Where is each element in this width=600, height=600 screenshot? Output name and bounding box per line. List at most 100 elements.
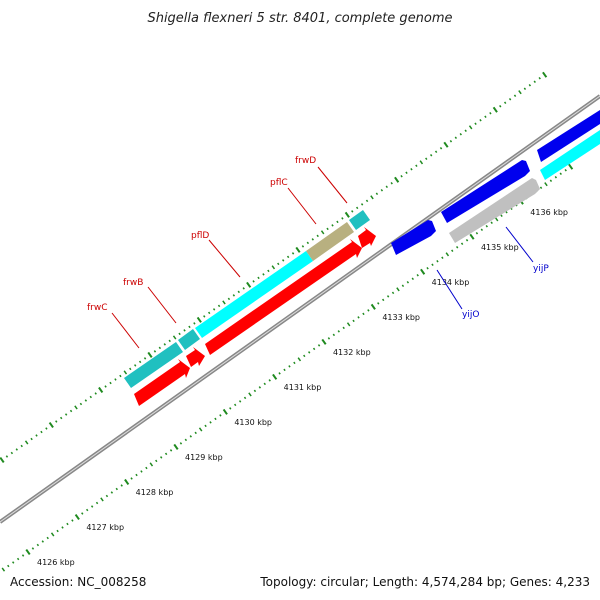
outer-track-tick	[459, 133, 462, 136]
kbp-tick-label: 4131 kbp	[284, 383, 322, 392]
pflC-gene-feature[interactable]	[306, 222, 354, 261]
outer-track-tick	[316, 234, 319, 238]
outer-track-tick	[158, 346, 162, 350]
outer-track-tick	[365, 199, 369, 203]
inner-track-tick	[475, 232, 479, 235]
inner-track-tick	[469, 233, 475, 240]
outer-track-tick	[262, 273, 265, 276]
inner-track-tick	[288, 365, 291, 368]
red-gene-feature-4[interactable]	[358, 227, 376, 248]
outer-track-tick	[212, 308, 216, 311]
yijO-label: yijO	[462, 310, 479, 320]
frwB-gene-feature[interactable]	[178, 329, 200, 350]
outer-track-tick	[405, 171, 408, 175]
kbp-tick-label: 4130 kbp	[234, 418, 272, 427]
frwC-label: frwC	[87, 303, 108, 313]
inner-track-tick	[431, 263, 434, 267]
frwD-label: frwD	[295, 156, 316, 166]
inner-track-tick	[184, 438, 188, 442]
outer-track-tick	[207, 311, 211, 315]
outer-track-tick	[188, 325, 191, 329]
outer-track-tick	[40, 430, 43, 434]
inner-track-tick	[189, 435, 192, 438]
inner-track-tick	[377, 302, 380, 305]
outer-track-tick	[394, 176, 400, 183]
inner-track-tick	[396, 287, 400, 292]
outer-track-tick	[129, 367, 132, 371]
outer-track-tick	[0, 456, 5, 464]
outer-track-tick	[20, 444, 23, 448]
inner-track-tick	[317, 344, 321, 347]
red-gene-feature-3[interactable]	[205, 239, 362, 355]
outer-track-tick	[64, 413, 68, 416]
inner-track-tick	[219, 414, 222, 417]
outer-track-tick	[429, 154, 433, 157]
outer-track-tick	[464, 129, 467, 133]
outer-track-tick	[24, 440, 29, 445]
frwC-gene-feature[interactable]	[124, 342, 183, 388]
outer-track-tick	[425, 157, 428, 161]
outer-track-tick	[237, 290, 240, 294]
outer-track-tick	[508, 97, 512, 101]
inner-track-tick	[362, 312, 365, 316]
inner-track-tick	[465, 239, 469, 242]
outer-track-tick	[518, 90, 522, 95]
inner-track-tick	[455, 246, 459, 249]
outer-track-tick	[468, 125, 473, 130]
outer-track-tick	[295, 246, 301, 253]
red-gene-feature-2[interactable]	[186, 347, 205, 367]
outer-track-tick	[492, 106, 498, 113]
frwC-leader-line	[111, 312, 140, 349]
kbp-tick-labels: 4126 kbp 4127 kbp 4128 kbp 4129 kbp 4130 kbp…	[37, 208, 568, 567]
outer-track-tick	[227, 297, 231, 301]
red-gene-feature-1[interactable]	[134, 359, 190, 406]
outer-track-tick	[109, 381, 112, 385]
kbp-tick-label: 4136 kbp	[530, 208, 568, 217]
genome-summary-text: Topology: circular; Length: 4,574,284 bp…	[259, 575, 590, 589]
inner-track-tick	[494, 217, 499, 222]
inner-track-tick	[278, 372, 281, 375]
inner-track-tick	[74, 513, 80, 521]
inner-track-tick	[272, 373, 278, 380]
inner-track-tick	[451, 249, 454, 253]
reverse-feature-track	[391, 110, 600, 255]
frwD-gene-feature[interactable]	[349, 210, 370, 230]
inner-track-tick	[420, 268, 426, 275]
genome-backbone	[0, 94, 600, 524]
outer-track-tick	[94, 392, 97, 395]
inner-track-tick	[16, 557, 20, 561]
outer-track-tick	[326, 227, 329, 231]
forward-feature-track	[124, 210, 376, 406]
blue-gene-feature-outer-1[interactable]	[441, 160, 530, 223]
outer-track-tick	[74, 405, 78, 410]
inner-track-tick	[204, 424, 207, 428]
outer-track-tick	[114, 378, 117, 381]
outer-track-tick	[320, 230, 325, 235]
pflD-gene-feature[interactable]	[195, 251, 313, 338]
inner-track-tick	[445, 252, 450, 257]
outer-track-tick	[271, 265, 276, 270]
inner-track-tick	[50, 532, 55, 537]
inner-track-tick	[549, 179, 553, 182]
inner-track-tick	[149, 462, 154, 467]
outer-track-tick	[232, 294, 236, 297]
yijO-gene-feature[interactable]	[391, 220, 436, 255]
inner-track-tick	[460, 242, 464, 246]
map-title: Shigella flexneri 5 str. 8401, complete …	[147, 11, 452, 26]
inner-track-tick	[100, 497, 104, 502]
blue-gene-feature-outer-2[interactable]	[537, 110, 600, 162]
cyan-gene-feature-outer[interactable]	[540, 130, 600, 180]
outer-track-tick	[538, 76, 541, 80]
outer-track-tick	[390, 182, 393, 185]
outer-track-tick	[10, 451, 14, 455]
outer-track-tick	[301, 245, 305, 248]
inner-track-tick	[263, 382, 266, 386]
outer-track-tick	[35, 434, 38, 437]
outer-track-tick	[370, 195, 374, 200]
outer-track-tick	[119, 374, 122, 378]
yijP-gene-feature[interactable]	[449, 178, 540, 243]
inner-track-tick	[505, 211, 508, 214]
outer-track-tick	[143, 357, 147, 360]
outer-track-tick	[489, 112, 492, 115]
inner-track-tick	[209, 421, 212, 424]
